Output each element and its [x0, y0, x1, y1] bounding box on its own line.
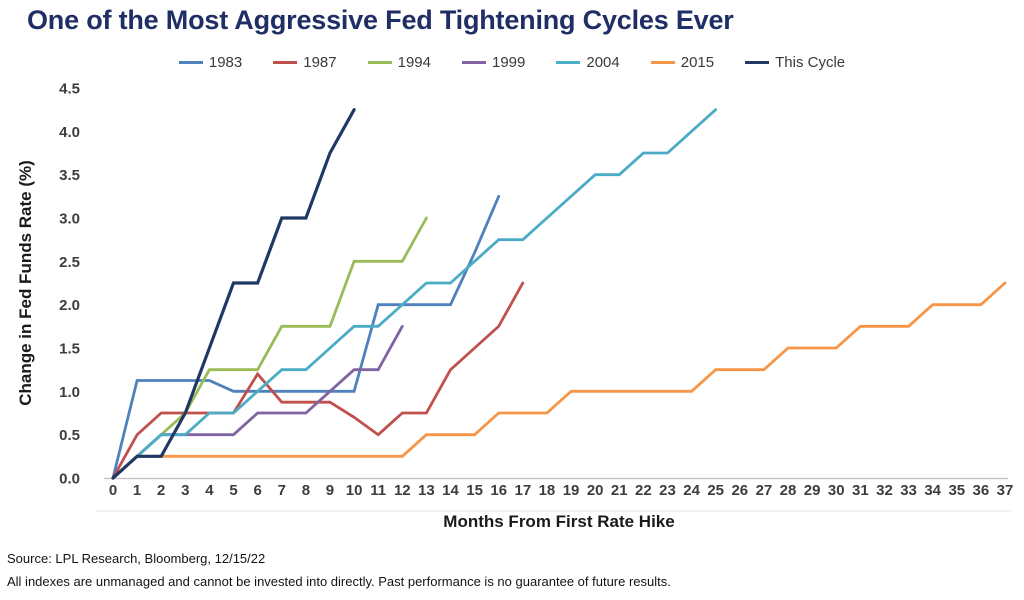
legend-label: 2015	[680, 54, 715, 71]
y-tick-label: 4.0	[59, 124, 80, 141]
x-tick-label: 15	[466, 482, 483, 499]
x-tick-label: 35	[948, 482, 965, 499]
x-tick-label: 0	[109, 482, 117, 499]
legend-label: 2004	[586, 54, 620, 71]
x-tick-label: 17	[514, 482, 531, 499]
x-tick-label: 29	[804, 482, 821, 499]
x-axis-title: Months From First Rate Hike	[443, 512, 675, 531]
y-tick-label: 3.0	[59, 211, 80, 228]
series-line-this-cycle	[111, 108, 356, 480]
y-tick-label: 4.5	[59, 81, 80, 98]
legend-item-1987: 1987	[273, 54, 337, 71]
x-tick-label: 31	[852, 482, 869, 499]
legend-line-swatch-icon	[556, 61, 581, 64]
legend-item-1999: 1999	[461, 54, 526, 71]
x-tick-label: 3	[181, 482, 189, 499]
x-tick-label: 30	[828, 482, 845, 499]
x-tick-label: 8	[302, 482, 310, 499]
x-tick-label: 4	[205, 482, 214, 499]
legend-line-swatch-icon	[650, 61, 675, 64]
legend-label: 1999	[491, 54, 526, 71]
x-tick-label: 25	[707, 482, 724, 499]
footer-disclaimer-text: All indexes are unmanaged and cannot be …	[7, 574, 671, 589]
legend-label: This Cycle	[775, 54, 846, 71]
y-tick-label: 0.5	[59, 427, 80, 444]
series-line-1983	[111, 194, 501, 480]
x-tick-label: 33	[900, 482, 917, 499]
x-tick-label: 32	[876, 482, 893, 499]
x-tick-label: 28	[780, 482, 797, 499]
legend-label: 1983	[208, 54, 243, 71]
x-tick-label: 21	[611, 482, 628, 499]
series-line-1994	[111, 216, 428, 480]
x-tick-label: 10	[346, 482, 363, 499]
legend-label: 1994	[397, 54, 431, 71]
x-tick-label: 14	[442, 482, 459, 499]
legend-item-2004: 2004	[556, 54, 620, 71]
footer-source-text: Source: LPL Research, Bloomberg, 12/15/2…	[7, 551, 266, 566]
chart-legend: 1983 1987 1994 1999 2004 2015 This Cycle	[0, 54, 1024, 71]
legend-item-1994: 1994	[367, 54, 431, 71]
series-line-2004	[111, 108, 718, 480]
x-tick-label: 7	[278, 482, 286, 499]
legend-item-1983: 1983	[178, 54, 243, 71]
x-tick-label: 1	[133, 482, 141, 499]
x-tick-label: 34	[924, 482, 941, 499]
x-tick-label: 36	[973, 482, 990, 499]
legend-item-2015: 2015	[650, 54, 715, 71]
x-tick-label: 19	[563, 482, 580, 499]
x-tick-label: 26	[731, 482, 748, 499]
legend-line-swatch-icon	[273, 61, 298, 64]
y-tick-label: 2.0	[59, 297, 80, 314]
x-tick-label: 23	[659, 482, 676, 499]
y-tick-label: 2.5	[59, 254, 80, 271]
x-tick-label: 6	[253, 482, 261, 499]
x-tick-label: 12	[394, 482, 411, 499]
y-tick-label: 0.0	[59, 471, 80, 488]
x-tick-label: 11	[370, 482, 386, 499]
x-tick-label: 22	[635, 482, 652, 499]
legend-label: 1987	[303, 54, 337, 71]
legend-line-swatch-icon	[178, 61, 203, 64]
x-tick-label: 27	[756, 482, 773, 499]
series-line-2015	[111, 281, 1007, 480]
x-tick-label: 13	[418, 482, 435, 499]
y-tick-label: 1.5	[59, 341, 80, 358]
y-tick-label: 1.0	[59, 384, 80, 401]
legend-line-swatch-icon	[461, 61, 486, 64]
x-tick-label: 9	[326, 482, 334, 499]
x-tick-label: 2	[157, 482, 165, 499]
x-tick-label: 37	[997, 482, 1014, 499]
y-tick-label: 3.5	[59, 167, 80, 184]
legend-line-swatch-icon	[745, 61, 770, 64]
legend-line-swatch-icon	[367, 61, 392, 64]
x-tick-label: 20	[587, 482, 604, 499]
legend-item-this-cycle: This Cycle	[745, 54, 845, 71]
chart-title: One of the Most Aggressive Fed Tightenin…	[27, 5, 734, 35]
y-axis-title: Change in Fed Funds Rate (%)	[16, 160, 35, 406]
x-tick-label: 16	[490, 482, 507, 499]
x-tick-label: 18	[539, 482, 556, 499]
x-tick-label: 24	[683, 482, 700, 499]
x-tick-label: 5	[229, 482, 237, 499]
